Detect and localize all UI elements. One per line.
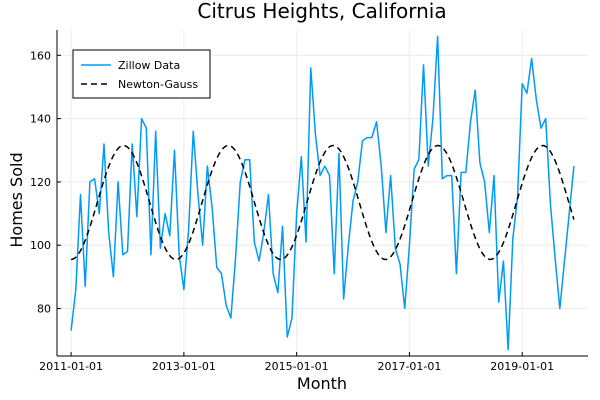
y-tick-label: 140 (30, 113, 51, 126)
chart-title: Citrus Heights, California (197, 0, 446, 23)
series-layer (70, 35, 575, 351)
x-axis-label: Month (297, 374, 347, 393)
grid (57, 30, 588, 356)
legend: Zillow Data Newton-Gauss (72, 49, 211, 99)
x-tick-label: 2011-01-01 (39, 360, 103, 373)
legend-box (72, 49, 211, 99)
legend-label: Zillow Data (118, 59, 180, 72)
x-tick-label: 2017-01-01 (377, 360, 441, 373)
y-tick-label: 80 (37, 303, 51, 316)
y-axis-label: Homes Sold (7, 152, 26, 247)
x-tick-label: 2015-01-01 (265, 360, 329, 373)
legend-label: Newton-Gauss (118, 78, 198, 91)
x-tick-label: 2019-01-01 (490, 360, 554, 373)
series-line-zillow-data (70, 35, 575, 351)
series-line-newton-gauss (70, 144, 575, 261)
x-tick-label: 2013-01-01 (152, 360, 216, 373)
y-tick-label: 100 (30, 239, 51, 252)
axes: 2011-01-01 2013-01-01 2015-01-01 2017-01-01… (30, 30, 588, 373)
y-tick-label: 160 (30, 49, 51, 62)
y-tick-label: 120 (30, 176, 51, 189)
